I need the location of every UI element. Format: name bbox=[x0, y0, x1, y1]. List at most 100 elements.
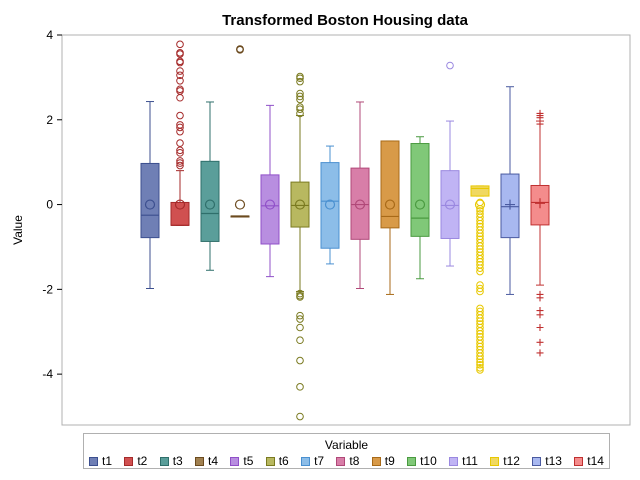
legend-item-t13: t13 bbox=[532, 454, 562, 468]
mean-marker bbox=[294, 199, 306, 210]
outlier-point bbox=[476, 352, 484, 361]
outlier-point bbox=[476, 366, 484, 374]
box-t3 bbox=[200, 101, 220, 271]
outlier-point bbox=[296, 92, 304, 101]
mean-marker bbox=[264, 199, 276, 210]
box-iqr bbox=[440, 170, 460, 239]
outlier-point bbox=[476, 242, 484, 250]
mean-marker bbox=[144, 199, 156, 210]
box-iqr bbox=[290, 181, 310, 228]
legend-label: t5 bbox=[243, 454, 254, 468]
outlier-point bbox=[236, 45, 244, 53]
legend-swatch bbox=[336, 456, 346, 466]
outlier-point bbox=[476, 287, 484, 296]
outlier-point bbox=[296, 77, 304, 86]
mean-marker bbox=[354, 199, 366, 210]
outlier-point bbox=[296, 383, 304, 391]
outlier-point bbox=[176, 161, 184, 170]
outlier-point bbox=[296, 95, 304, 104]
chart-title: Transformed Boston Housing data bbox=[222, 12, 469, 29]
outlier-point bbox=[296, 72, 304, 81]
outlier-point bbox=[476, 216, 484, 225]
box-iqr bbox=[200, 160, 220, 242]
legend: Variable t1 t2 t3 t4 t5 t6 t7 t8 t9 t10 t11 t12 t13 t… bbox=[83, 433, 610, 469]
legend-item-t4: t4 bbox=[195, 454, 218, 468]
legend-label: t6 bbox=[278, 454, 289, 468]
legend-item-t11: t11 bbox=[449, 454, 478, 468]
outlier-point bbox=[476, 264, 484, 272]
box-t14 bbox=[530, 109, 550, 357]
box-t2 bbox=[170, 40, 190, 226]
mean-marker bbox=[535, 198, 545, 209]
legend-swatch bbox=[230, 456, 240, 466]
box-t4 bbox=[230, 45, 250, 218]
legend-swatch bbox=[449, 456, 459, 466]
legend-item-t14: t14 bbox=[574, 454, 604, 468]
legend-item-t9: t9 bbox=[371, 454, 395, 468]
box-t12 bbox=[470, 185, 490, 374]
legend-swatch bbox=[89, 456, 98, 466]
legend-item-t6: t6 bbox=[265, 454, 289, 468]
mean-marker bbox=[384, 199, 396, 210]
legend-label: t12 bbox=[503, 454, 520, 468]
outlier-point bbox=[176, 123, 184, 132]
outlier-point bbox=[296, 412, 304, 421]
y-axis-ticks: -4 -2 0 2 4 bbox=[42, 28, 62, 381]
box-t5 bbox=[260, 104, 280, 278]
legend-label: t8 bbox=[349, 454, 360, 468]
legend-title: Variable bbox=[324, 438, 369, 452]
mean-marker bbox=[234, 199, 246, 210]
mean-marker bbox=[474, 199, 486, 210]
outlier-point bbox=[176, 40, 184, 49]
box-t11 bbox=[440, 61, 460, 267]
outlier-point bbox=[476, 339, 484, 348]
outlier-point bbox=[536, 120, 544, 128]
outlier-point bbox=[296, 356, 304, 365]
y-tick-label: -4 bbox=[42, 367, 53, 381]
outlier-point bbox=[176, 139, 184, 147]
legend-label: t3 bbox=[172, 454, 183, 468]
outlier-point bbox=[476, 327, 484, 335]
legend-swatch bbox=[371, 456, 381, 466]
outlier-point bbox=[536, 311, 544, 319]
outlier-point bbox=[296, 315, 304, 323]
outlier-point bbox=[176, 85, 184, 94]
mean-marker bbox=[204, 199, 216, 210]
box-t9 bbox=[380, 140, 400, 295]
legend-item-t12: t12 bbox=[490, 454, 520, 468]
legend-swatch bbox=[490, 456, 500, 466]
outlier-point bbox=[296, 103, 304, 111]
outlier-point bbox=[176, 57, 184, 66]
box-t6 bbox=[290, 72, 310, 421]
outlier-point bbox=[296, 89, 304, 98]
outlier-point bbox=[176, 157, 184, 165]
legend-label: t2 bbox=[137, 454, 148, 468]
mean-marker bbox=[505, 199, 515, 210]
legend-swatch bbox=[574, 456, 584, 466]
legend-item-t8: t8 bbox=[336, 454, 359, 468]
box-iqr bbox=[380, 140, 400, 229]
legend-label: t10 bbox=[420, 454, 437, 468]
outlier-point bbox=[536, 349, 544, 357]
legend-label: t7 bbox=[314, 454, 325, 468]
legend-label: t11 bbox=[462, 454, 478, 468]
mean-marker bbox=[444, 199, 456, 210]
outlier-point bbox=[296, 291, 304, 300]
outlier-point bbox=[176, 71, 184, 80]
outlier-point bbox=[176, 121, 184, 129]
legend-swatch bbox=[532, 456, 542, 466]
outlier-point bbox=[476, 229, 484, 238]
outlier-point bbox=[176, 111, 184, 120]
outlier-point bbox=[536, 109, 544, 117]
mean-marker bbox=[324, 199, 336, 210]
legend-item-t7: t7 bbox=[301, 454, 324, 468]
outlier-point bbox=[296, 289, 304, 298]
box-iqr bbox=[350, 167, 370, 240]
legend-item-t1: t1 bbox=[89, 454, 112, 468]
mean-marker bbox=[414, 199, 426, 210]
legend-swatch bbox=[124, 456, 134, 466]
legend-item-t5: t5 bbox=[230, 454, 253, 468]
legend-label: t4 bbox=[208, 454, 219, 468]
box-iqr bbox=[470, 185, 490, 197]
outlier-point bbox=[176, 67, 184, 75]
